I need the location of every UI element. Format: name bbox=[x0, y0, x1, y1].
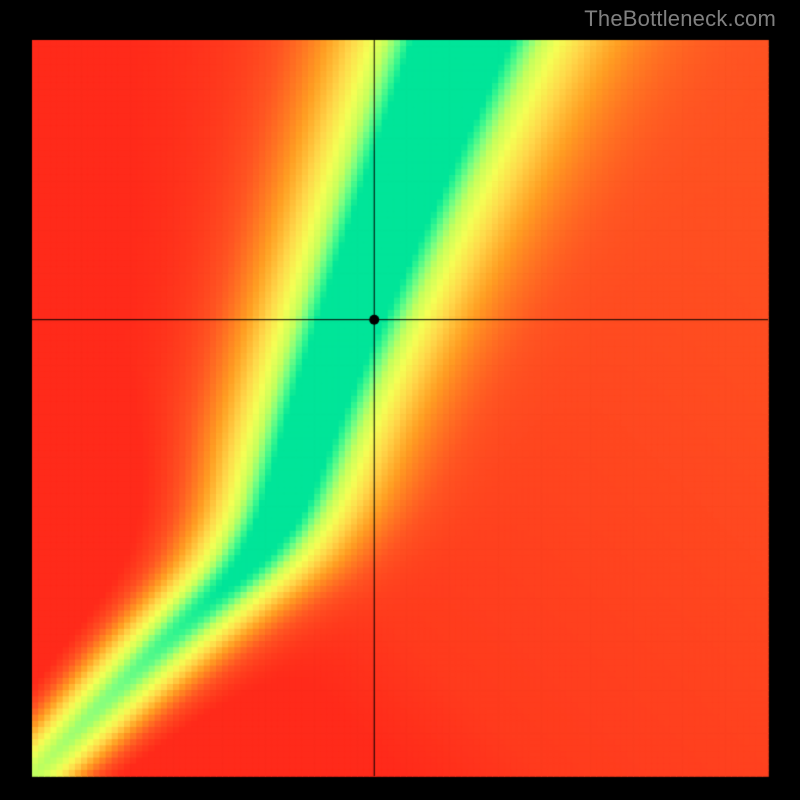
watermark-text: TheBottleneck.com bbox=[584, 6, 776, 32]
bottleneck-heatmap bbox=[0, 0, 800, 800]
